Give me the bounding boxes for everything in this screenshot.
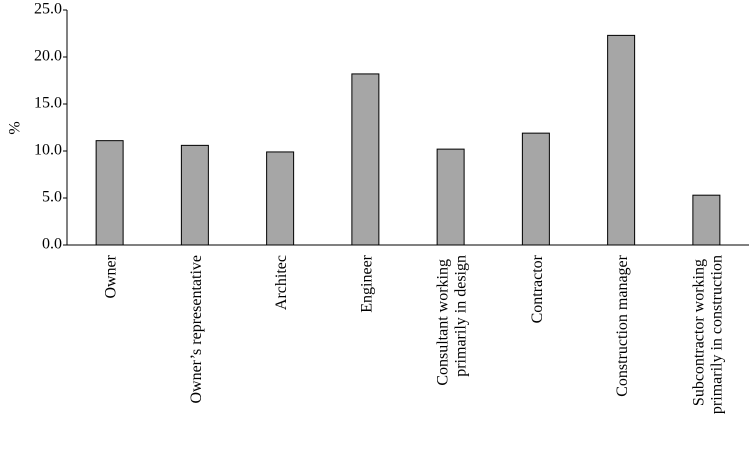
y-tick-label: 10.0 xyxy=(34,142,62,159)
y-tick-label: 20.0 xyxy=(34,48,62,65)
y-tick-label: 0.0 xyxy=(42,236,62,253)
x-tick-label: Owner xyxy=(103,254,120,298)
y-tick-label: 25.0 xyxy=(34,1,62,18)
x-tick-label: Construction manager xyxy=(614,254,631,396)
bar xyxy=(692,194,721,246)
x-tick-label: Owner’s representative xyxy=(188,255,205,404)
x-tick-label: Architec xyxy=(273,255,290,310)
x-tick-label: Consultant working primarily in design xyxy=(435,255,470,386)
bar xyxy=(351,73,380,246)
y-tick-label: 15.0 xyxy=(34,95,62,112)
x-tick-label: Subcontractor working primarily in const… xyxy=(690,255,725,414)
bar xyxy=(266,151,295,246)
y-tick-label: 5.0 xyxy=(42,189,62,206)
bar xyxy=(607,34,636,246)
x-tick-label: Engineer xyxy=(358,254,375,312)
x-tick-label: Contractor xyxy=(529,254,546,323)
bar xyxy=(436,148,465,246)
y-axis-label: % xyxy=(7,121,24,134)
bar xyxy=(521,132,550,246)
bar xyxy=(180,144,209,246)
bar xyxy=(95,140,124,246)
